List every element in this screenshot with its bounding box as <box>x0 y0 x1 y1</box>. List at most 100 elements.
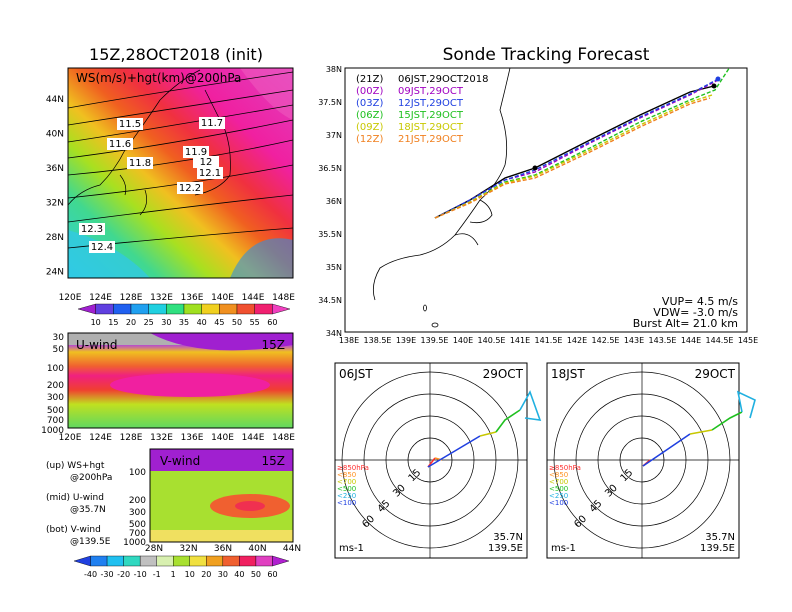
lon-tick-label: 144E <box>242 293 265 303</box>
lat-tick-label: 34N <box>326 329 342 338</box>
legend-note-line1: (bot) V-wind <box>46 525 101 535</box>
lon-tick-label: 132E <box>150 293 173 303</box>
lon-tick-label: 145E <box>738 336 758 345</box>
lat-tick-label: 32N <box>179 544 197 554</box>
lon-tick-label: 136E <box>181 433 204 443</box>
colorbar-swatch <box>236 303 255 315</box>
lat-tick-label: 35.5N <box>318 230 342 239</box>
legend-note-line1: (mid) U-wind <box>46 493 104 503</box>
colorbar-swatch <box>201 303 220 315</box>
track-marker <box>711 83 717 89</box>
lon-tick-label: 124E <box>89 293 112 303</box>
colorbar-tick-label: -1 <box>153 570 161 579</box>
height-label-box <box>177 182 203 194</box>
height-contour-label: 12.2 <box>179 183 201 194</box>
pressure-tick-label: 500 <box>129 520 146 530</box>
colorbar-swatch <box>272 303 291 315</box>
lon-tick-label: 124E <box>89 433 112 443</box>
colorbar-tick-label: -10 <box>134 570 147 579</box>
hodograph-lat: 35.7N <box>493 532 523 543</box>
lon-tick-label: 142.5E <box>592 336 620 345</box>
colorbar-swatch <box>90 555 108 567</box>
height-contour-label: 11.5 <box>119 119 141 130</box>
height-label-box <box>199 117 225 129</box>
height-label-box <box>197 167 223 179</box>
height-contour-label: 11.7 <box>201 118 223 129</box>
legend-note-line2: @35.7N <box>70 505 106 515</box>
ws-map-lon-labels: 120E 124E 128E 132E 136E 140E 144E 148E <box>59 293 296 303</box>
hodograph-frame <box>334 362 528 559</box>
track-marker <box>532 165 538 171</box>
lat-tick-label: 37N <box>326 131 342 140</box>
lon-tick-label: 136E <box>181 293 204 303</box>
pressure-level-legend: <250 <box>337 492 356 500</box>
colorbar-tick-label: 30 <box>218 570 228 579</box>
colorbar-tick-label: 60 <box>267 570 277 579</box>
hodograph-lon: 139.5E <box>488 543 523 554</box>
burst-alt-label: Burst Alt= 21.0 km <box>633 317 738 330</box>
hodograph-unit: ms-1 <box>339 543 364 554</box>
colorbar-swatch <box>123 555 141 567</box>
pressure-tick-label: 700 <box>129 529 146 539</box>
pressure-tick-label: 100 <box>129 468 146 478</box>
pressure-tick-label: 500 <box>47 406 64 416</box>
colorbar-swatch <box>148 303 167 315</box>
lon-tick-label: 128E <box>120 293 143 303</box>
pressure-level-legend: <100 <box>549 499 568 507</box>
height-label-box <box>107 138 133 150</box>
height-contour-label: 12.3 <box>81 224 103 235</box>
colorbar-swatch <box>139 555 157 567</box>
height-contour-label: 12.1 <box>199 168 221 179</box>
lon-tick-label: 140E <box>211 293 234 303</box>
lat-tick-label: 40N <box>46 130 64 140</box>
lat-tick-label: 24N <box>46 268 64 278</box>
lat-tick-label: 28N <box>46 233 64 243</box>
lon-tick-label: 140.5E <box>478 336 506 345</box>
lon-tick-label: 144E <box>242 433 265 443</box>
colorbar-swatch <box>166 303 185 315</box>
colorbar-swatch <box>222 555 240 567</box>
lat-tick-label: 35N <box>326 263 342 272</box>
ws-map: WS(m/s)+hgt(km)@200hPa 44N 40N 36N 32N 28N 24… <box>46 67 296 327</box>
lon-tick-label: 128E <box>120 433 143 443</box>
lat-tick-label: 34.5N <box>318 296 342 305</box>
lon-tick-label: 120E <box>59 293 82 303</box>
colorbar-tick-label: 20 <box>201 570 211 579</box>
launch-legend-time: 09JST,29OCT <box>398 86 464 97</box>
sonde-track <box>434 85 715 219</box>
vdw-label: VDW= -3.0 m/s <box>653 306 738 319</box>
tracking-lon-labels: 138E 138.5E 139E 139.5E 140E 140.5E 141E 141.5E… <box>339 336 758 345</box>
launch-legend-code: (06Z) <box>356 110 383 121</box>
pressure-level-legend: <500 <box>549 485 568 493</box>
hodograph-trace <box>479 431 497 437</box>
pressure-tick-label: 200 <box>47 381 64 391</box>
colorbar-tick-label: 30 <box>161 318 171 327</box>
height-label-box <box>79 223 105 235</box>
lon-tick-label: 144E <box>681 336 701 345</box>
lat-tick-label: 36.5N <box>318 164 342 173</box>
v-wind-lat-labels: 28N 32N 36N 40N 44N <box>145 544 301 554</box>
hodograph-unit: ms-1 <box>551 543 576 554</box>
launch-legend-time: 21JST,29OCT <box>398 134 464 145</box>
hodograph-frame <box>546 362 740 559</box>
lon-tick-label: 143E <box>624 336 644 345</box>
height-label-box <box>127 157 153 169</box>
colorbar-swatch <box>113 303 132 315</box>
colorbar-swatch <box>77 303 96 315</box>
v-wind-colorbar: -40 -30 -20 -10 -1 1 10 20 30 40 50 60 <box>73 555 290 579</box>
hodograph-lat: 35.7N <box>705 532 735 543</box>
vup-label: VUP= 4.5 m/s <box>662 295 738 308</box>
colorbar-swatch <box>206 555 224 567</box>
lon-tick-label: 139.5E <box>421 336 449 345</box>
lat-tick-label: 36N <box>46 164 64 174</box>
lat-tick-label: 28N <box>145 544 163 554</box>
lat-tick-label: 44N <box>283 544 301 554</box>
launch-legend-time: 15JST,29OCT <box>398 110 464 121</box>
launch-legend-code: (00Z) <box>356 86 383 97</box>
colorbar-swatch <box>130 303 149 315</box>
pressure-tick-label: 1000 <box>123 538 146 548</box>
v-wind-label: V-wind <box>160 454 200 468</box>
